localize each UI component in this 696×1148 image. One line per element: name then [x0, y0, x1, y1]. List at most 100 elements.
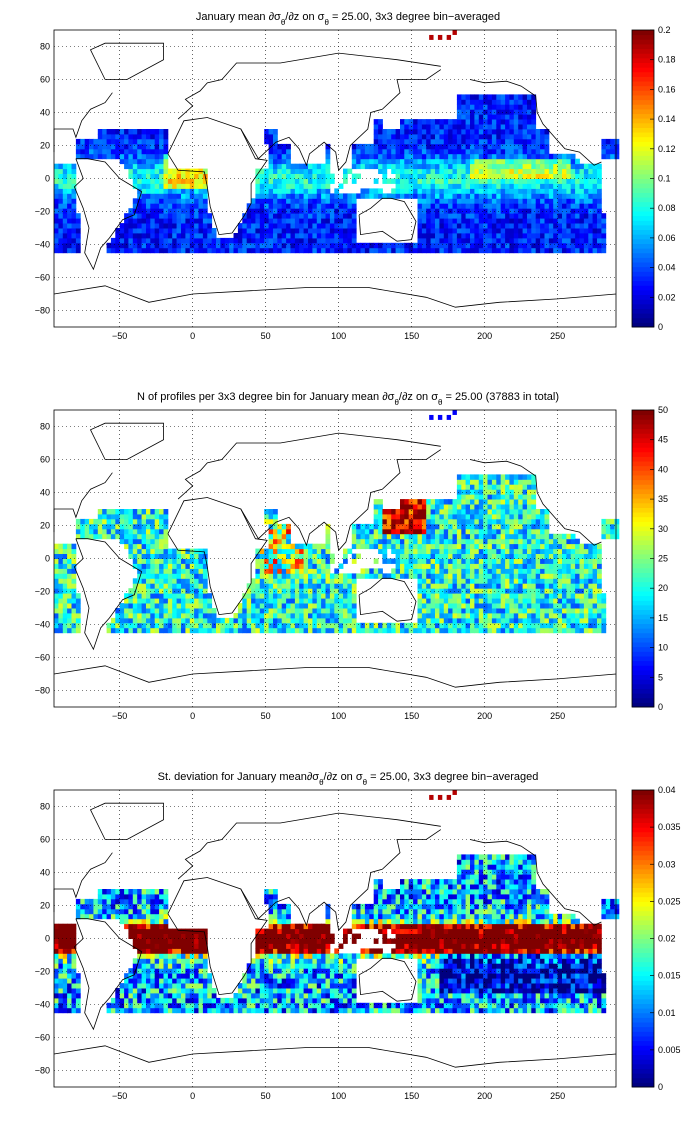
- heatmap-cell: [584, 613, 589, 618]
- heatmap-cell: [527, 184, 532, 189]
- heatmap-cell: [514, 109, 519, 114]
- heatmap-cell: [159, 529, 164, 534]
- heatmap-cell: [562, 623, 567, 628]
- heatmap-cell: [558, 169, 563, 174]
- heatmap-cell: [321, 583, 326, 588]
- heatmap-cell: [312, 238, 317, 243]
- heatmap-cell: [128, 248, 133, 253]
- heatmap-cell: [299, 179, 304, 184]
- heatmap-cell: [264, 588, 269, 593]
- heatmap-cell: [514, 598, 519, 603]
- heatmap-cell: [251, 248, 256, 253]
- heatmap-cell: [566, 598, 571, 603]
- heatmap-cell: [172, 184, 177, 189]
- heatmap-cell: [164, 243, 169, 248]
- heatmap-cell: [63, 164, 68, 169]
- heatmap-cell: [580, 228, 585, 233]
- heatmap-cell: [203, 613, 208, 618]
- heatmap-cell: [518, 588, 523, 593]
- heatmap-cell: [72, 573, 77, 578]
- heatmap-cell: [527, 188, 532, 193]
- heatmap-cell: [330, 608, 335, 613]
- heatmap-cell: [509, 99, 514, 104]
- heatmap-cell: [286, 603, 291, 608]
- heatmap-cell: [164, 529, 169, 534]
- heatmap-cell: [255, 223, 260, 228]
- heatmap-cell: [461, 539, 466, 544]
- heatmap-cell: [426, 238, 431, 243]
- heatmap-cell: [343, 223, 348, 228]
- heatmap-cell: [247, 228, 252, 233]
- heatmap-cell: [361, 193, 366, 198]
- heatmap-cell: [409, 144, 414, 149]
- heatmap-cell: [514, 573, 519, 578]
- colorbar-step: [632, 253, 654, 258]
- heatmap-cell: [536, 243, 541, 248]
- heatmap-cell: [181, 208, 186, 213]
- heatmap-cell: [159, 559, 164, 564]
- heatmap-cell: [89, 534, 94, 539]
- heatmap-cell: [483, 243, 488, 248]
- heatmap-cell: [518, 613, 523, 618]
- heatmap-cell: [277, 613, 282, 618]
- heatmap-cell: [308, 164, 313, 169]
- heatmap-cell: [159, 568, 164, 573]
- heatmap-cell: [72, 554, 77, 559]
- colorbar-step: [632, 192, 654, 197]
- heatmap-cell: [282, 613, 287, 618]
- heatmap-cell: [299, 233, 304, 238]
- heatmap-cell: [501, 578, 506, 583]
- heatmap-cell: [580, 613, 585, 618]
- heatmap-cell: [273, 549, 278, 554]
- heatmap-cell: [264, 208, 269, 213]
- heatmap-cell: [378, 628, 383, 633]
- heatmap-cell: [63, 573, 68, 578]
- heatmap-cell: [264, 243, 269, 248]
- heatmap-cell: [545, 544, 550, 549]
- heatmap-cell: [527, 208, 532, 213]
- heatmap-cell: [553, 213, 558, 218]
- heatmap-cell: [492, 198, 497, 203]
- heatmap-cell: [575, 228, 580, 233]
- heatmap-cell: [396, 529, 401, 534]
- heatmap-cell: [479, 494, 484, 499]
- colorbar-step: [632, 619, 654, 624]
- heatmap-cell: [601, 223, 606, 228]
- heatmap-cell: [409, 164, 414, 169]
- heatmap-cell: [404, 544, 409, 549]
- heatmap-cell: [203, 218, 208, 223]
- heatmap-cell: [299, 164, 304, 169]
- heatmap-cell: [431, 164, 436, 169]
- heatmap-cell: [527, 164, 532, 169]
- heatmap-cell: [553, 539, 558, 544]
- heatmap-cell: [496, 243, 501, 248]
- heatmap-cell: [562, 539, 567, 544]
- heatmap-cell: [571, 203, 576, 208]
- heatmap-cell: [422, 129, 427, 134]
- heatmap-cell: [566, 573, 571, 578]
- heatmap-cell: [571, 169, 576, 174]
- heatmap-cell: [444, 144, 449, 149]
- heatmap-cell: [571, 583, 576, 588]
- heatmap-cell: [124, 539, 129, 544]
- heatmap-cell: [194, 564, 199, 569]
- heatmap-cell: [159, 193, 164, 198]
- heatmap-cell: [531, 169, 536, 174]
- heatmap-cell: [453, 193, 458, 198]
- heatmap-cell: [269, 568, 274, 573]
- heatmap-cell: [361, 248, 366, 253]
- heatmap-cell: [466, 504, 471, 509]
- heatmap-cell: [457, 573, 462, 578]
- heatmap-cell: [159, 164, 164, 169]
- heatmap-cell: [523, 208, 528, 213]
- heatmap-cell: [128, 169, 133, 174]
- heatmap-cell: [299, 628, 304, 633]
- heatmap-cell: [479, 198, 484, 203]
- heatmap-cell: [255, 564, 260, 569]
- heatmap-cell: [98, 144, 103, 149]
- heatmap-cell: [483, 539, 488, 544]
- heatmap-cell: [444, 618, 449, 623]
- heatmap-cell: [273, 149, 278, 154]
- heatmap-cell: [321, 593, 326, 598]
- heatmap-cell: [72, 193, 77, 198]
